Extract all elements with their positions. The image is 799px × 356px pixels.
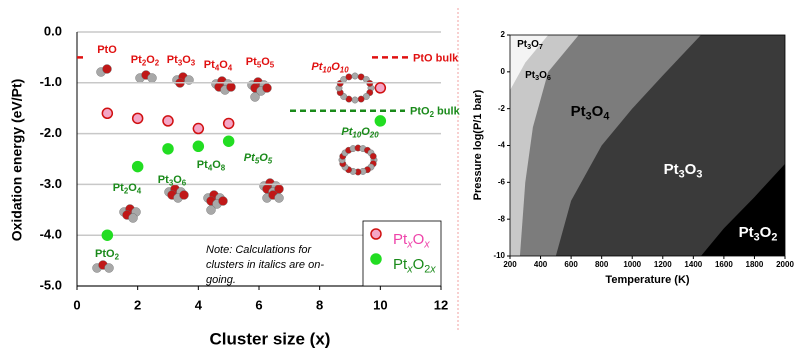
x-axis-title: Cluster size (x) (210, 329, 331, 348)
x-tick-label: 2000 (776, 260, 794, 269)
cluster-label: Pt2O2 (131, 54, 160, 67)
x-tick-label: 1400 (684, 260, 702, 269)
cluster-label: PtO (97, 44, 117, 56)
y-tick-label: 2 (501, 30, 506, 39)
cluster-label: PtO2 (95, 248, 120, 261)
y-tick-label: -1.0 (40, 74, 62, 89)
y-tick-label: -4 (498, 141, 506, 150)
atom (275, 194, 284, 203)
atom (352, 73, 358, 79)
y-tick-label: -10 (493, 251, 505, 260)
atom (370, 153, 376, 159)
atom (251, 93, 260, 102)
atom (180, 191, 189, 200)
atom (227, 83, 236, 92)
y-tick-label: -2.0 (40, 125, 62, 140)
cluster-label: Pt4O8 (197, 159, 226, 172)
cluster-label: Pt5O5 (244, 152, 273, 165)
reference-label: PtO bulk (413, 52, 459, 64)
data-point (163, 116, 173, 126)
atom (346, 74, 352, 80)
data-point (375, 83, 385, 93)
cluster-label: Pt10O20 (341, 126, 379, 139)
data-point (193, 124, 203, 134)
y-tick-label: -3.0 (40, 176, 62, 191)
data-point (224, 118, 234, 128)
data-point (133, 162, 143, 172)
x-tick-label: 0 (73, 297, 80, 312)
y-tick-label: -8 (498, 214, 506, 223)
data-point (193, 141, 203, 151)
x-tick-label: 1200 (654, 260, 672, 269)
x-tick-label: 12 (434, 297, 448, 312)
atom (129, 214, 138, 223)
cluster-label: Pt10O10 (311, 61, 349, 74)
y-tick-label: 0.0 (44, 23, 62, 38)
atom (352, 97, 358, 103)
x-tick-label: 600 (564, 260, 578, 269)
data-point (224, 136, 234, 146)
x-tick-label: 8 (316, 297, 323, 312)
y-axis-title: Oxidation energy (eV/Pt) (9, 79, 25, 242)
note: Note: Calculations for (206, 244, 312, 256)
legend-marker (371, 229, 381, 239)
atom (358, 96, 364, 102)
cluster-label: Pt4O4 (204, 59, 233, 72)
cluster-label: Pt5O5 (246, 56, 275, 69)
atom (219, 197, 228, 206)
x-tick-label: 400 (534, 260, 548, 269)
atom (105, 264, 114, 273)
y-axis-title: Pressure log(P/1 bar) (472, 89, 484, 200)
x-axis-title: Temperature (K) (605, 274, 689, 286)
y-tick-label: 0 (501, 67, 506, 76)
atom (103, 65, 112, 74)
x-tick-label: 2 (134, 297, 141, 312)
y-tick-label: -2 (498, 104, 506, 113)
cluster-label: Pt3O3 (167, 54, 196, 67)
x-tick-label: 800 (595, 260, 609, 269)
x-tick-label: 10 (373, 297, 387, 312)
note: clusters in italics are on- (206, 259, 324, 271)
data-point (163, 144, 173, 154)
x-tick-label: 4 (195, 297, 203, 312)
x-tick-label: 1800 (746, 260, 764, 269)
atom (207, 206, 216, 215)
y-tick-label: -6 (498, 177, 506, 186)
atom (148, 74, 157, 83)
data-point (102, 108, 112, 118)
x-tick-label: 1000 (623, 260, 641, 269)
figure: 0.0 -1.0 -2.0 -3.0 -4.0 -5.0 0 2 4 6 8 10 12 Cluster … (0, 0, 799, 356)
cluster-label: Pt3O6 (158, 174, 187, 187)
legend-marker (371, 254, 381, 264)
atom (263, 84, 272, 93)
x-tick-label: 200 (503, 260, 517, 269)
x-tick-label: 1600 (715, 260, 733, 269)
reference-label: PtO2 bulk (410, 106, 461, 119)
plot-area (510, 35, 785, 256)
y-tick-label: -5.0 (40, 277, 62, 292)
data-point (102, 230, 112, 240)
x-tick-label: 6 (255, 297, 262, 312)
data-point (375, 116, 385, 126)
data-point (133, 113, 143, 123)
note: going. (206, 274, 236, 286)
y-tick-label: -4.0 (40, 227, 62, 242)
